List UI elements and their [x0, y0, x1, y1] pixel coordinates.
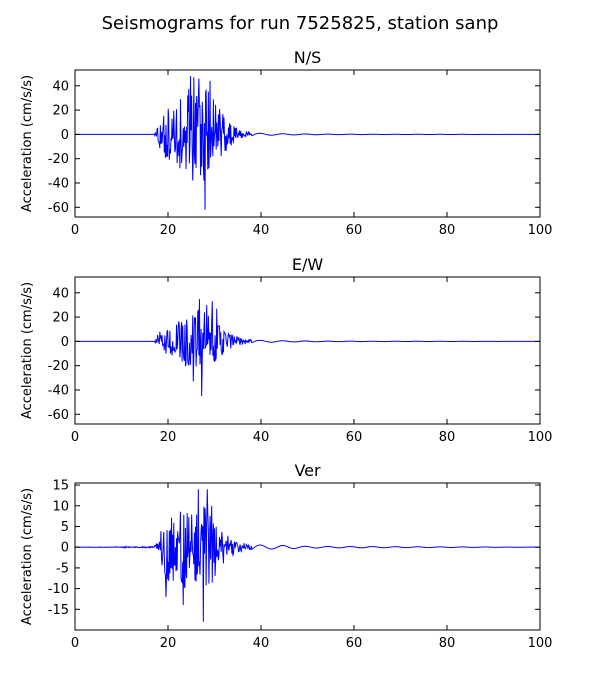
y-axis-label: Acceleration (cm/s/s): [20, 488, 35, 625]
plot-frame: [74, 69, 541, 218]
panel-ns: N/S Acceleration (cm/s/s) 0 20 40 60 80 100 -60 -…: [20, 48, 552, 238]
panel-title: N/S: [294, 48, 322, 67]
x-tick-label: 60: [346, 430, 363, 445]
y-tick-label: -40: [48, 176, 69, 191]
y-tick-label: -10: [48, 582, 69, 597]
x-tick-label: 80: [439, 636, 456, 651]
x-tick-label: 40: [253, 223, 270, 238]
y-tick-label: 20: [52, 311, 69, 326]
y-tick-label: -60: [48, 201, 69, 216]
y-tick-label: -20: [48, 359, 69, 374]
panel-ew: E/W Acceleration (cm/s/s) 0 20 40 60 80 100 -60 -…: [20, 255, 552, 445]
plot-frame: [74, 276, 541, 425]
y-axis-label: Acceleration (cm/s/s): [20, 75, 35, 212]
y-tick-label: 5: [61, 520, 69, 535]
y-tick-label: 15: [52, 479, 69, 494]
x-tick-label: 40: [253, 430, 270, 445]
y-tick-label: 0: [61, 128, 69, 143]
x-tick-label: 0: [71, 223, 79, 238]
y-tick-label: 0: [61, 541, 69, 556]
x-tick-label: 80: [439, 223, 456, 238]
x-tick-label: 40: [253, 636, 270, 651]
y-tick-label: -40: [48, 383, 69, 398]
x-tick-label: 100: [528, 223, 553, 238]
plot-frame: [74, 482, 541, 631]
y-tick-label: 40: [52, 286, 69, 301]
y-axis-label: Acceleration (cm/s/s): [20, 282, 35, 419]
series-line: [75, 298, 540, 397]
figure-title: Seismograms for run 7525825, station san…: [102, 13, 499, 34]
x-tick-label: 0: [71, 636, 79, 651]
y-tick-label: -15: [48, 603, 69, 618]
x-tick-label: 0: [71, 430, 79, 445]
x-tick-label: 20: [160, 430, 177, 445]
y-tick-label: -5: [56, 561, 69, 576]
x-tick-label: 20: [160, 223, 177, 238]
x-tick-label: 60: [346, 223, 363, 238]
y-tick-label: 40: [52, 79, 69, 94]
panel-title: E/W: [292, 255, 324, 274]
y-tick-label: -60: [48, 408, 69, 423]
x-tick-label: 20: [160, 636, 177, 651]
x-tick-label: 100: [528, 636, 553, 651]
x-tick-label: 80: [439, 430, 456, 445]
y-tick-label: 20: [52, 104, 69, 119]
y-tick-label: -20: [48, 152, 69, 167]
x-tick-label: 60: [346, 636, 363, 651]
series-line: [74, 489, 540, 622]
panel-title: Ver: [294, 461, 321, 480]
x-tick-label: 100: [528, 430, 553, 445]
y-tick-label: 0: [61, 335, 69, 350]
y-tick-label: 10: [52, 499, 69, 514]
series-line: [75, 76, 540, 210]
